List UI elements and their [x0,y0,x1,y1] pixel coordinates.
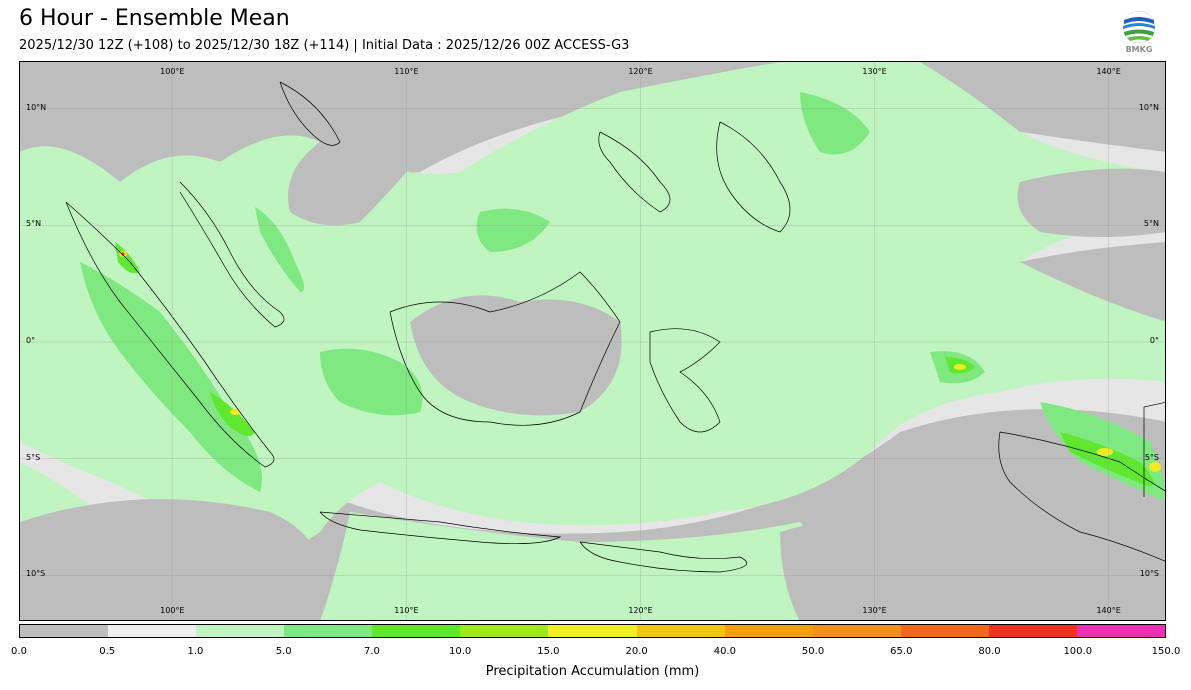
colorbar-segment [372,625,461,637]
colorbar-tick-label: 15.0 [537,646,560,657]
colorbar-label: Precipitation Accumulation (mm) [485,664,700,679]
precipitation-colorbar [19,624,1166,638]
colorbar-tick-label: 0.5 [99,646,116,657]
colorbar-tick-label: 40.0 [713,646,736,657]
dry-area-borneo [410,295,622,416]
colorbar-segment [20,625,109,637]
page-title: 6 Hour - Ensemble Mean [19,6,290,31]
latitude-label: 5°S [1144,452,1159,462]
longitude-label: 110°E [394,67,419,76]
high-rain-papua [1060,432,1154,487]
colorbar-segment [636,625,725,637]
longitude-label: 100°E [160,67,185,76]
moderate-rain-philippines [800,92,870,155]
heavy-rain-papua-1 [1097,448,1113,456]
longitude-label: 140°E [1096,67,1121,76]
colorbar-segment [284,625,373,637]
dry-area-australia [780,509,1165,620]
latitude-label: 10°S [26,569,46,579]
coastlines [65,81,1165,573]
colorbar-tick-label: 5.0 [275,646,292,657]
colorbar-segment [1076,625,1166,637]
latitude-label: 5°N [26,219,42,229]
heavy-rain-halmahera [954,364,966,370]
latitude-label: 10°N [26,102,47,112]
latitude-label: 5°N [1143,219,1159,229]
latitude-label: 0° [1149,336,1159,345]
longitude-label: 120°E [628,67,653,76]
moderate-rain-java-sea [320,348,423,416]
colorbar-segment [988,625,1077,637]
latitude-label: 0° [26,336,36,345]
precipitation-map: 100°E 100°E 110°E 110°E 120°E 120°E 130°E 130°E… [19,61,1166,621]
colorbar-segment [460,625,549,637]
longitude-label: 140°E [1096,606,1121,615]
colorbar-segment [548,625,637,637]
colorbar-tick-label: 50.0 [801,646,825,657]
moderate-rain-sumatra [80,262,262,492]
colorbar-tick-label: 0.0 [11,646,27,657]
heavy-rain-papua-2 [1149,462,1161,472]
longitude-label: 110°E [394,606,419,615]
moderate-rain-borneo [476,208,550,252]
colorbar-segment [900,625,989,637]
dry-area-south-china-sea [288,128,440,226]
moderate-rain-malaysia [255,207,304,292]
colorbar-tick-label: 100.0 [1063,646,1093,657]
colorbar-segment [196,625,285,637]
colorbar-segment [108,625,197,637]
high-rain-sumatra [115,242,140,274]
latitude-label: 5°S [26,452,41,462]
dry-area-indochina [140,62,320,152]
colorbar-tick-label: 80.0 [978,646,1001,657]
page-subtitle: 2025/12/30 12Z (+108) to 2025/12/30 18Z … [19,38,630,53]
colorbar-tick-label: 20.0 [625,646,648,657]
longitude-label: 120°E [628,606,653,615]
latitude-label: 10°N [1138,102,1159,112]
colorbar-segment [724,625,813,637]
colorbar-tick-label: 150.0 [1151,646,1181,657]
map-canvas [20,62,1165,620]
longitude-label: 130°E [862,606,887,615]
colorbar-tick-label: 7.0 [363,646,380,657]
bmkg-logo: BMKG [1121,10,1157,56]
logo-text: BMKG [1126,45,1153,54]
colorbar-segment [812,625,901,637]
dry-area-pacific [1017,168,1165,237]
latitude-label: 10°S [1139,569,1159,579]
longitude-label: 100°E [160,606,185,615]
colorbar-tick-label: 10.0 [449,646,472,657]
extreme-rain-spot [121,252,125,256]
heavy-rain-sumatra-south [230,409,240,415]
gridlines [20,62,1165,620]
colorbar-tick-label: 1.0 [187,646,204,657]
longitude-label: 130°E [862,67,887,76]
colorbar-tick-label: 65.0 [890,646,913,657]
